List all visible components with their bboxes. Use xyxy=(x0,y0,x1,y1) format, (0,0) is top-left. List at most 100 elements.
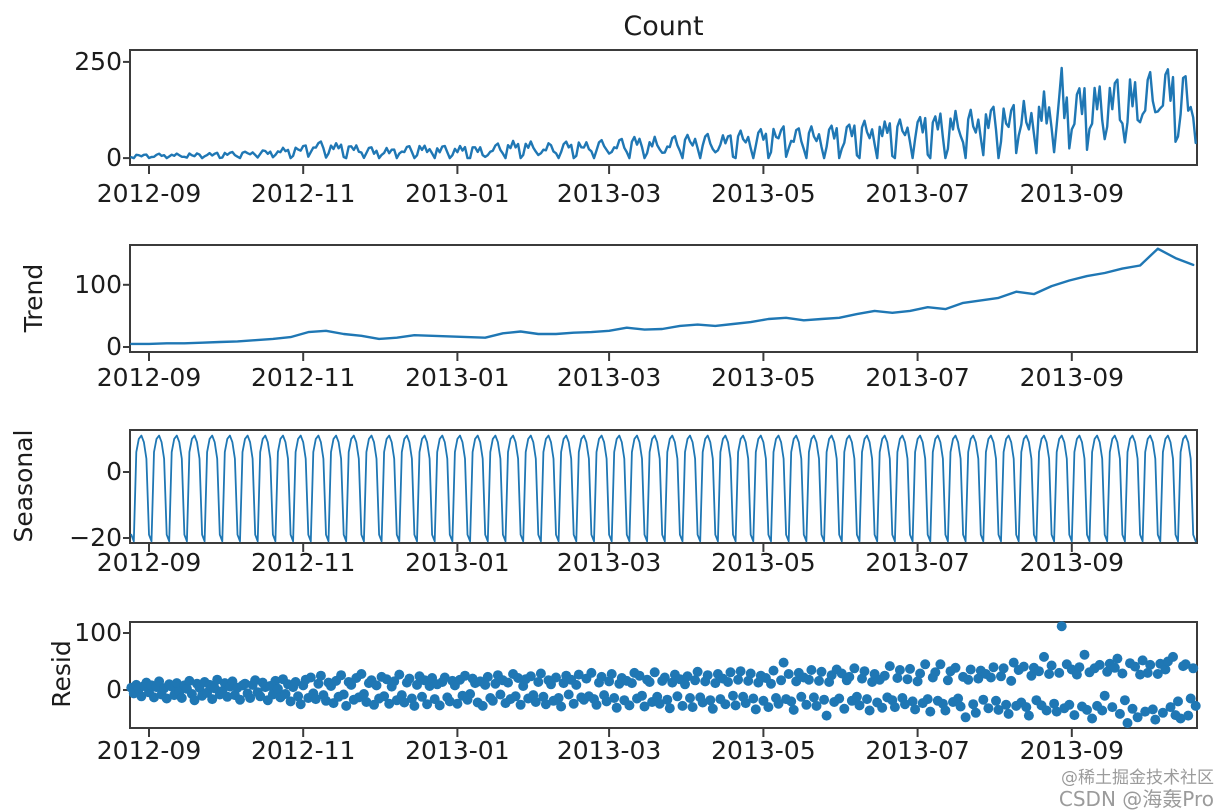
resid-point xyxy=(336,670,347,681)
resid-point xyxy=(821,710,832,721)
resid-point xyxy=(136,691,147,702)
resid-point xyxy=(697,697,708,708)
resid-point xyxy=(791,676,802,687)
resid-point xyxy=(960,712,971,723)
resid-point xyxy=(811,700,822,711)
resid-point xyxy=(409,700,420,711)
resid-point xyxy=(533,677,544,687)
resid-point xyxy=(894,665,905,675)
seasonal-axis-label: Seasonal xyxy=(8,429,38,543)
resid-point xyxy=(1173,696,1183,707)
resid-point xyxy=(338,689,349,700)
resid-point xyxy=(690,675,701,686)
resid-point xyxy=(460,670,470,681)
resid-point xyxy=(905,663,915,674)
x-tick-label: 2013-03 xyxy=(556,179,662,208)
panel-frame-resid xyxy=(129,621,1198,729)
resid-ytick-0: 0 xyxy=(106,675,122,704)
watermark: @稀土掘金技术社区 CSDN @海轰Pro xyxy=(1059,767,1214,810)
x-tick-label: 2013-05 xyxy=(711,179,816,208)
resid-point xyxy=(816,666,827,677)
resid-point xyxy=(915,668,926,679)
resid-point xyxy=(477,700,488,711)
resid-point xyxy=(685,693,695,703)
resid-point xyxy=(1041,705,1052,716)
resid-point xyxy=(1188,663,1199,674)
x-tick-label: 2012-09 xyxy=(96,548,202,577)
resid-point xyxy=(803,674,814,685)
resid-point xyxy=(985,672,996,683)
resid-point xyxy=(965,664,976,675)
resid-point xyxy=(766,678,776,689)
x-tick-label: 2012-11 xyxy=(250,363,356,392)
resid-point xyxy=(571,679,582,690)
resid-point xyxy=(535,668,546,679)
resid-point xyxy=(801,699,812,710)
x-tick-label: 2013-07 xyxy=(865,736,970,765)
resid-point xyxy=(1006,675,1017,686)
resid-point xyxy=(490,678,501,689)
resid-point xyxy=(677,700,688,711)
resid-point xyxy=(412,679,422,690)
resid-point xyxy=(586,667,597,678)
chart-title: Count xyxy=(623,11,704,42)
resid-point xyxy=(381,674,392,685)
resid-point xyxy=(988,662,999,673)
watermark-line1: @稀土掘金技术社区 xyxy=(1061,767,1214,788)
resid-point xyxy=(371,680,382,691)
resid-point xyxy=(315,670,326,681)
resid-point xyxy=(728,690,738,701)
resid-point xyxy=(207,694,218,705)
resid-point xyxy=(1039,651,1049,662)
resid-point xyxy=(176,693,187,703)
resid-point xyxy=(664,703,675,714)
resid-point xyxy=(551,672,561,683)
resid-point xyxy=(184,675,195,686)
resid-point xyxy=(1132,712,1143,723)
resid-point xyxy=(563,689,574,700)
resid-point xyxy=(910,704,921,715)
resid-point xyxy=(854,700,865,711)
resid-point xyxy=(796,691,807,702)
resid-point xyxy=(1168,651,1178,662)
resid-point xyxy=(313,678,324,689)
resid-point xyxy=(465,689,476,699)
resid-point xyxy=(996,671,1006,682)
resid-point xyxy=(149,692,159,703)
resid-point xyxy=(720,699,731,710)
resid-point xyxy=(154,676,165,687)
resid-point xyxy=(280,689,291,699)
resid-point xyxy=(1056,621,1067,632)
resid-point xyxy=(1099,690,1110,701)
x-tick-label: 2013-09 xyxy=(1019,179,1125,208)
resid-point xyxy=(733,674,744,685)
resid-point xyxy=(859,666,870,677)
resid-point xyxy=(778,657,789,668)
resid-point xyxy=(692,666,703,677)
resid-point xyxy=(245,693,256,703)
resid-point xyxy=(687,702,698,713)
resid-point xyxy=(725,667,736,678)
x-tick-label: 2013-03 xyxy=(556,548,662,577)
resid-point xyxy=(925,706,936,717)
resid-point xyxy=(250,675,261,686)
resid-point xyxy=(1018,661,1029,672)
seasonal-ytick-neg20: −20 xyxy=(69,523,122,552)
resid-ytick-100: 100 xyxy=(74,618,122,647)
resid-point xyxy=(667,677,678,688)
resid-point xyxy=(624,700,635,711)
resid-point xyxy=(740,698,751,709)
resid-point xyxy=(851,691,862,702)
observed-ytick-250: 250 xyxy=(74,47,122,76)
resid-point xyxy=(222,691,233,702)
resid-point xyxy=(953,693,964,704)
observed-line xyxy=(130,66,1197,160)
resid-point xyxy=(993,704,1004,715)
resid-point xyxy=(1114,708,1125,719)
resid-point xyxy=(659,672,670,683)
resid-point xyxy=(748,693,759,704)
resid-point xyxy=(1180,659,1191,670)
resid-point xyxy=(1142,667,1153,678)
resid-point xyxy=(255,691,266,702)
